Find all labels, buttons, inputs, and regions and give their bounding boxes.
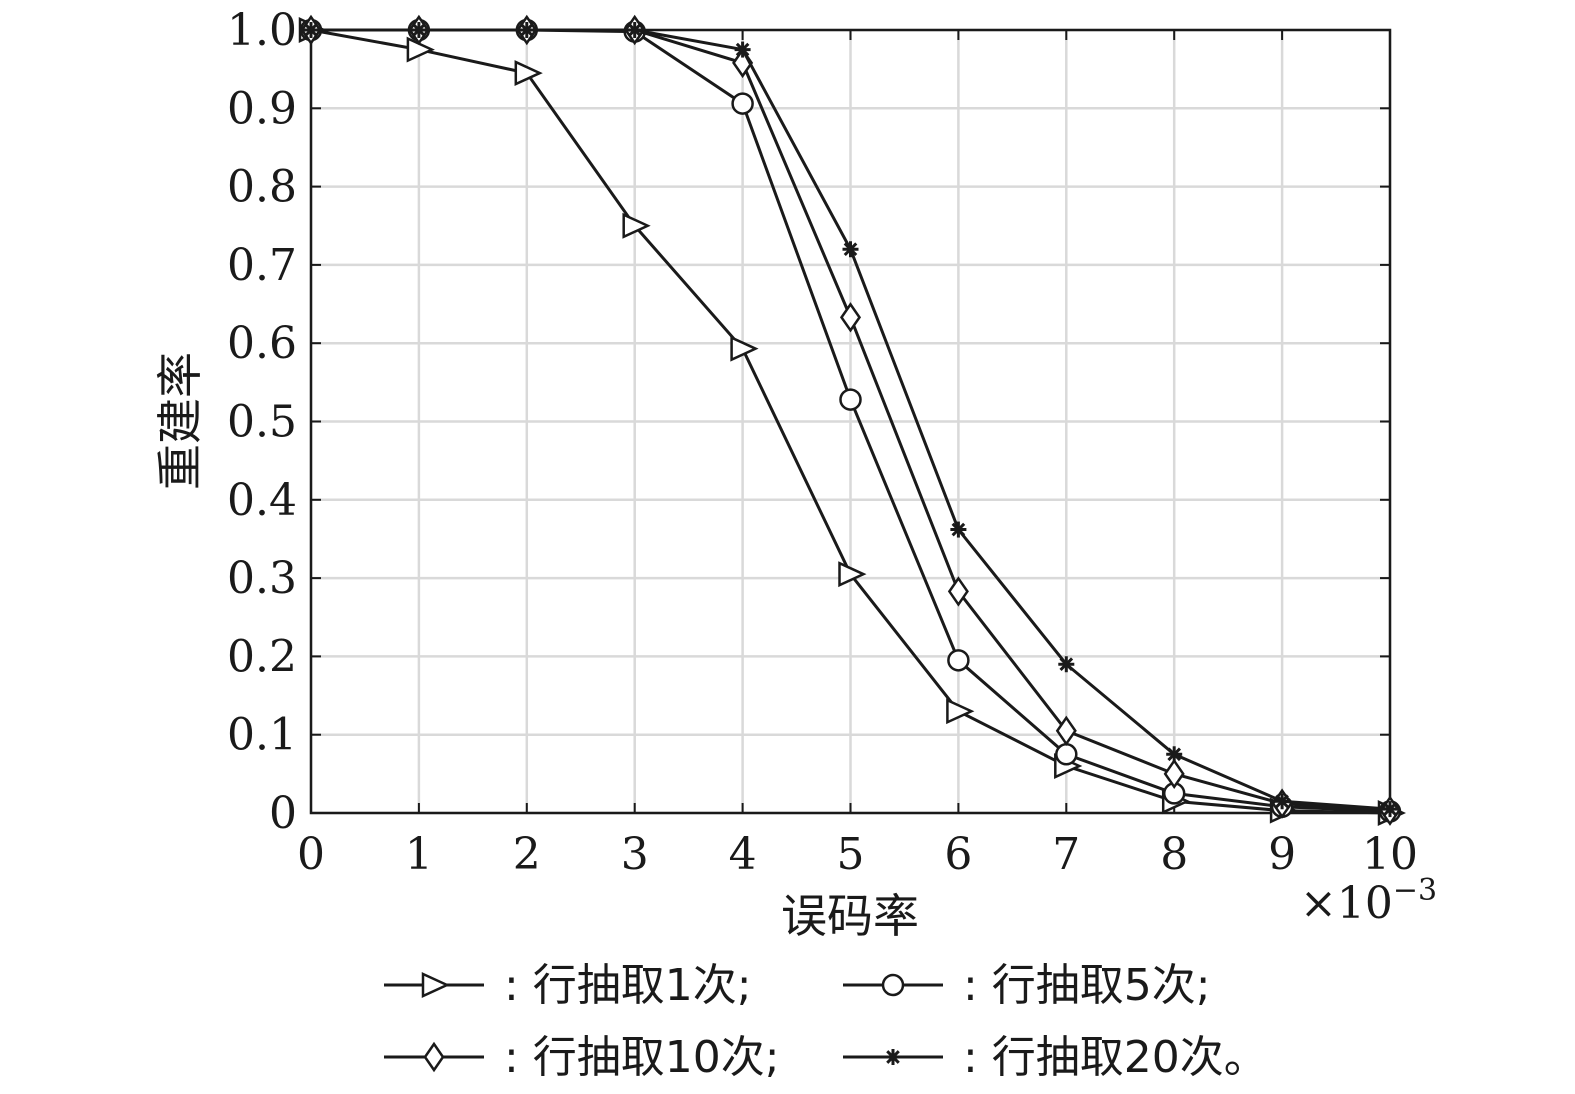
data-point-circle xyxy=(1055,743,1078,766)
legend-label: : 行抽取1次; xyxy=(504,960,752,1011)
x-tick-label: 1 xyxy=(405,829,433,880)
x-tick-label: 6 xyxy=(944,829,972,880)
y-tick-label: 0 xyxy=(269,788,297,839)
x-axis-label: 误码率 xyxy=(781,889,919,943)
y-axis-label: 重建率 xyxy=(153,352,207,490)
data-point-triangle xyxy=(406,36,435,63)
data-point-diamond xyxy=(1055,715,1077,746)
y-tick-label: 0.6 xyxy=(227,318,297,369)
x-axis-multiplier-base: ×10 xyxy=(1300,878,1393,929)
data-point-star xyxy=(1382,801,1398,818)
grid xyxy=(309,28,1392,815)
data-point-star xyxy=(518,22,535,38)
x-tick-label: 9 xyxy=(1268,829,1296,880)
data-point-star xyxy=(1058,656,1075,673)
data-point-circle xyxy=(839,388,862,411)
data-point-star xyxy=(303,22,319,38)
data-point-diamond xyxy=(839,302,862,333)
data-point-star xyxy=(626,22,643,38)
x-tick-label: 8 xyxy=(1160,829,1188,880)
x-tick-label: 2 xyxy=(513,829,541,880)
data-point-star xyxy=(885,1049,901,1065)
y-tick-label: 1.0 xyxy=(227,5,297,56)
legend-label: : 行抽取20次。 xyxy=(963,1032,1268,1083)
data-point-circle xyxy=(731,92,754,115)
legend-label: : 行抽取10次; xyxy=(504,1032,780,1083)
y-tick-label: 0.2 xyxy=(227,631,297,682)
series xyxy=(298,14,1407,826)
y-tick-label: 0.8 xyxy=(227,162,297,213)
data-point-star xyxy=(950,521,967,538)
data-point-star xyxy=(1166,746,1183,763)
tick-labels: 0 1 2 3 4 5 6 7 8 9 10 0 0.1 0.2 0.3 0.4 0.5 0.6 0.7 0.8 0.9… xyxy=(227,5,1418,880)
y-tick-label: 0.1 xyxy=(227,710,297,761)
x-tick-label: 3 xyxy=(621,829,649,880)
y-tick-label: 0.9 xyxy=(227,83,297,134)
x-tick-label: 4 xyxy=(729,829,757,880)
legend-item-1: : 行抽取1次; xyxy=(384,960,752,1011)
x-tick-label: 5 xyxy=(837,829,865,880)
data-point-triangle xyxy=(946,698,975,725)
x-tick-label: 7 xyxy=(1052,829,1080,880)
y-tick-label: 0.3 xyxy=(227,553,297,604)
data-point-triangle xyxy=(622,212,651,239)
series-4 xyxy=(303,22,1398,818)
x-tick-label: 0 xyxy=(297,829,325,880)
legend-item-4: : 行抽取20次。 xyxy=(843,1032,1268,1083)
legend-label: : 行抽取5次; xyxy=(963,960,1211,1011)
data-point-star xyxy=(410,22,427,38)
data-point-star xyxy=(734,41,751,58)
y-tick-label: 0.4 xyxy=(227,475,297,526)
data-point-star xyxy=(842,241,859,258)
data-point-circle xyxy=(947,649,970,672)
legend: : 行抽取1次; : 行抽取5次; : 行抽取10次; : 行抽取20次。 xyxy=(384,960,1268,1083)
data-point-triangle xyxy=(514,60,543,87)
data-point-diamond xyxy=(947,576,969,607)
legend-item-2: : 行抽取5次; xyxy=(843,960,1211,1011)
data-point-triangle xyxy=(421,972,451,998)
data-point-triangle xyxy=(838,561,867,588)
x-axis-multiplier: ×10−3 xyxy=(1300,873,1437,929)
data-point-star xyxy=(1274,793,1291,810)
data-point-triangle xyxy=(730,335,759,362)
data-point-diamond xyxy=(423,1041,445,1073)
x-axis-multiplier-exponent: −3 xyxy=(1393,873,1437,908)
y-tick-label: 0.5 xyxy=(227,397,297,448)
data-point-diamond xyxy=(1163,758,1185,790)
x-tick-label: 10 xyxy=(1362,829,1418,880)
legend-item-3: : 行抽取10次; xyxy=(384,1032,780,1083)
data-point-circle xyxy=(881,973,905,997)
y-tick-label: 0.7 xyxy=(227,240,297,291)
